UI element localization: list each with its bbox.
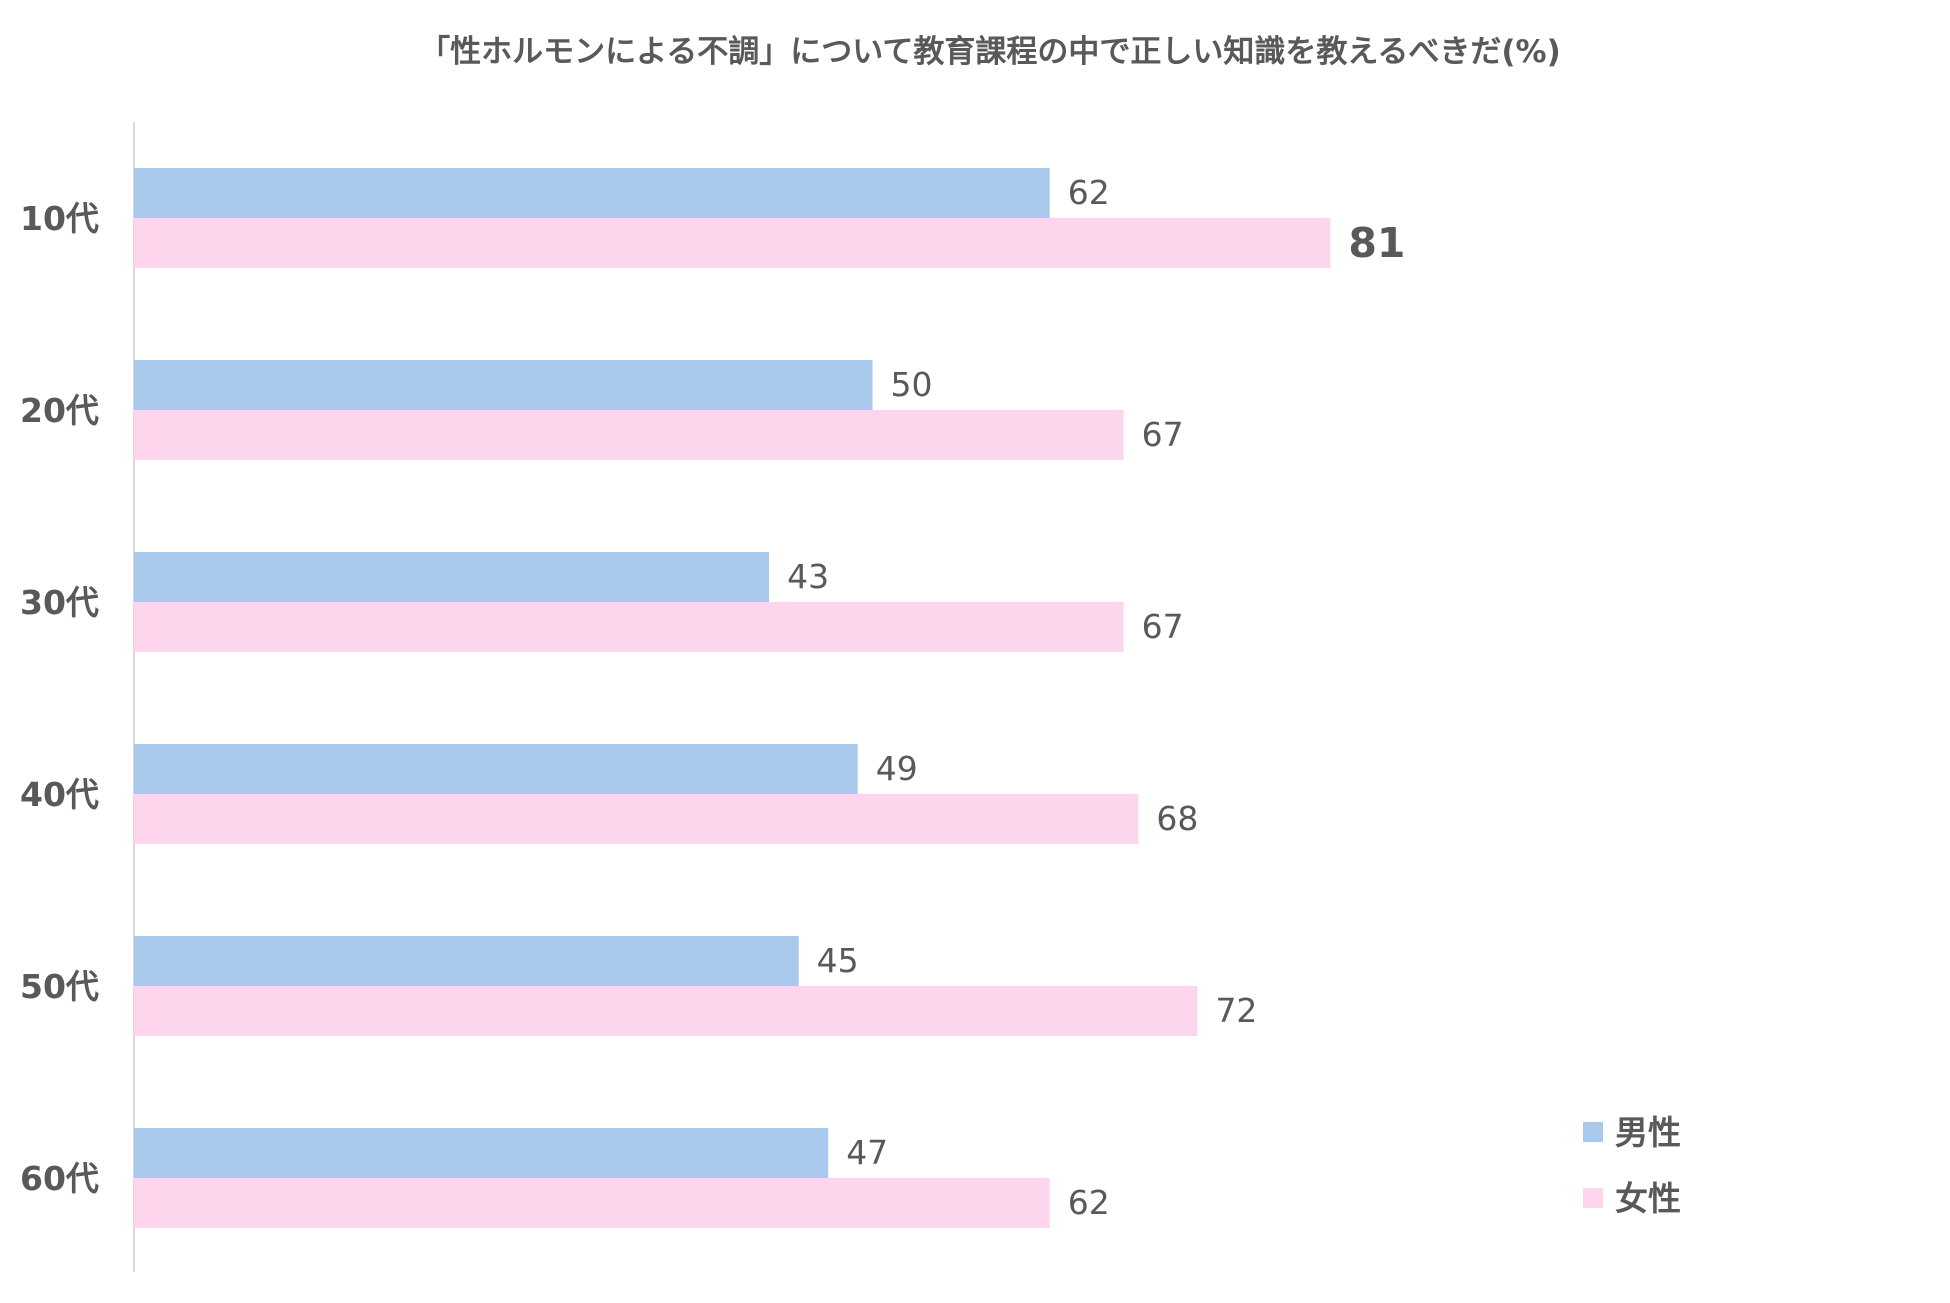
category-label: 10代 — [20, 199, 99, 238]
bar-female — [134, 794, 1139, 844]
data-label: 43 — [787, 557, 829, 596]
category-label: 60代 — [20, 1159, 99, 1198]
category-label: 50代 — [20, 967, 99, 1006]
data-label: 72 — [1215, 991, 1257, 1030]
bar-male — [134, 552, 770, 602]
bar-male — [134, 936, 799, 986]
bar-male — [134, 168, 1050, 218]
data-label: 47 — [846, 1133, 888, 1172]
bar-male — [134, 360, 873, 410]
data-label: 67 — [1142, 607, 1184, 646]
category-label: 30代 — [20, 583, 99, 622]
legend-label-female: 女性 — [1615, 1179, 1681, 1218]
data-label: 68 — [1156, 799, 1198, 838]
bar-female — [134, 986, 1198, 1036]
chart-title: 「性ホルモンによる不調」について教育課程の中で正しい知識を教えるべきだ(%) — [419, 34, 1561, 70]
legend-label-male: 男性 — [1615, 1113, 1681, 1152]
legend-swatch-male — [1583, 1122, 1603, 1142]
data-label: 67 — [1142, 415, 1184, 454]
legend-swatch-female — [1583, 1188, 1603, 1208]
bar-male — [134, 744, 858, 794]
data-label: 62 — [1068, 1183, 1110, 1222]
data-label: 81 — [1348, 219, 1405, 267]
data-label: 45 — [817, 941, 859, 980]
bar-female — [134, 1178, 1050, 1228]
labels-layer: 10代 62 81 20代 50 67 30代 43 67 40代 49 68 50代 45 72 60代 47… — [20, 173, 1405, 1222]
bar-female — [134, 602, 1124, 652]
bar-female — [134, 410, 1124, 460]
bar-male — [134, 1128, 829, 1178]
data-label: 50 — [891, 365, 933, 404]
data-label: 62 — [1068, 173, 1110, 212]
bar-female — [134, 218, 1331, 268]
category-label: 40代 — [20, 775, 99, 814]
category-label: 20代 — [20, 391, 99, 430]
data-label: 49 — [876, 749, 918, 788]
bars-layer — [134, 168, 1331, 1228]
